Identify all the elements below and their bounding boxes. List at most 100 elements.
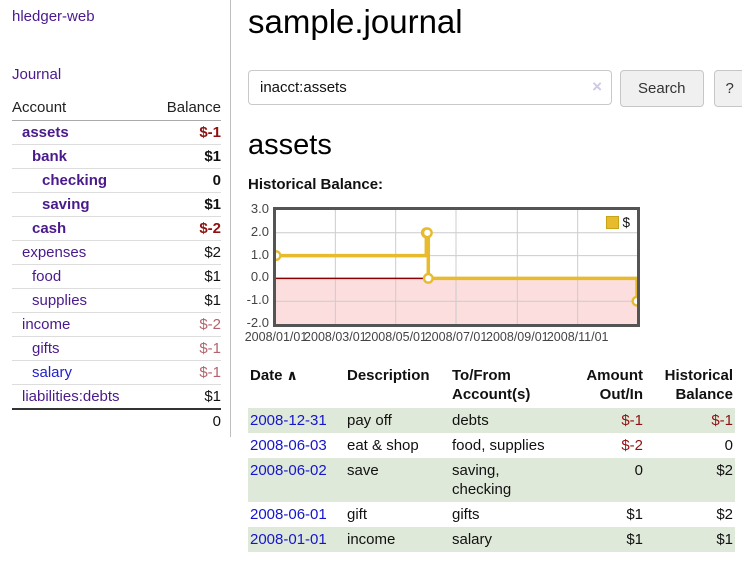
historical-balance-chart: $ 3.0 2.0 1.0 0.0 -1.0 -2.0 2008/01/01 2008/03/… bbox=[244, 201, 742, 350]
sidebar-account-link[interactable]: food bbox=[32, 268, 62, 285]
sidebar-account-link[interactable]: saving bbox=[42, 196, 90, 213]
register-table: Date ∧ Description To/From Account(s) Amo… bbox=[248, 364, 735, 552]
account-row: bank $1 bbox=[12, 144, 221, 169]
accounts-total-value: 0 bbox=[150, 408, 221, 433]
chart-x-tick-label: 2008/03/01 bbox=[304, 330, 367, 344]
sidebar-account-link[interactable]: liabilities:debts bbox=[22, 388, 120, 405]
account-row: cash $-2 bbox=[12, 216, 221, 241]
transaction-date-link[interactable]: 2008-12-31 bbox=[250, 412, 327, 429]
account-row: supplies $1 bbox=[12, 288, 221, 313]
account-row: income $-2 bbox=[12, 312, 221, 337]
accounts-table: Account Balance assets $-1 bank $1 checking 0… bbox=[12, 96, 221, 433]
transaction-date-link[interactable]: 2008-06-02 bbox=[250, 462, 327, 479]
page-title: sample.journal bbox=[248, 3, 463, 40]
register-header-date[interactable]: Date ∧ bbox=[250, 367, 298, 384]
transaction-amount: $1 bbox=[568, 527, 645, 552]
clear-search-icon[interactable]: × bbox=[592, 77, 602, 96]
chart-y-tick-label: -2.0 bbox=[246, 315, 269, 330]
sidebar-account-link[interactable]: bank bbox=[32, 148, 68, 165]
chart-y-tick-label: 3.0 bbox=[250, 201, 269, 216]
account-row: saving $1 bbox=[12, 192, 221, 217]
account-balance: $1 bbox=[150, 384, 221, 410]
sidebar-account-link[interactable]: assets bbox=[22, 124, 69, 141]
chart-y-tick-label: 1.0 bbox=[250, 246, 269, 262]
chart-x-tick-label: 2008/11/01 bbox=[546, 330, 609, 344]
search-button[interactable]: Search bbox=[620, 70, 704, 107]
account-balance: $1 bbox=[150, 264, 221, 289]
account-row: food $1 bbox=[12, 264, 221, 289]
account-balance: 0 bbox=[150, 168, 221, 193]
page: hledger-web Journal Account Balance asse… bbox=[0, 0, 742, 552]
register-row: 2008-06-02 save saving, checking 0 $2 bbox=[248, 458, 735, 502]
account-row: checking 0 bbox=[12, 168, 221, 193]
transaction-description: save bbox=[345, 458, 450, 502]
transaction-balance: 0 bbox=[724, 437, 733, 454]
sort-asc-icon: ∧ bbox=[286, 367, 298, 383]
accounts-header-balance: Balance bbox=[150, 96, 221, 121]
accounts-header-account: Account bbox=[12, 96, 151, 121]
sidebar-account-link[interactable]: income bbox=[22, 316, 71, 333]
register-row: 2008-06-03 eat & shop food, supplies $-2 0 bbox=[248, 433, 735, 458]
account-balance: $2 bbox=[150, 240, 221, 265]
account-row: salary $-1 bbox=[12, 360, 221, 385]
sidebar-account-link[interactable]: gifts bbox=[32, 340, 60, 357]
search-form: × Search ? bbox=[248, 70, 742, 107]
transaction-date-link[interactable]: 2008-06-03 bbox=[250, 437, 327, 454]
sidebar-account-link[interactable]: expenses bbox=[22, 244, 87, 261]
account-row: assets $-1 bbox=[12, 120, 221, 145]
transaction-accounts: debts bbox=[450, 408, 568, 433]
account-row: gifts $-1 bbox=[12, 336, 221, 361]
sidebar-account-link[interactable]: cash bbox=[32, 220, 67, 237]
account-balance: $1 bbox=[150, 144, 221, 169]
account-balance: $-1 bbox=[150, 336, 221, 361]
register-header-balance: Historical Balance bbox=[664, 367, 733, 403]
chart-series bbox=[276, 210, 637, 324]
chart-x-tick-label: 2008/01/01 bbox=[244, 330, 308, 344]
register-row: 2008-06-01 gift gifts $1 $2 bbox=[248, 502, 735, 527]
chart-title: Historical Balance: bbox=[248, 176, 384, 193]
transaction-amount: $-2 bbox=[621, 437, 643, 454]
chart-plot-area: $ bbox=[273, 207, 640, 327]
search-wrap: × bbox=[248, 70, 612, 107]
register-header-accounts: To/From Account(s) bbox=[452, 367, 531, 403]
transaction-accounts: salary bbox=[450, 527, 568, 552]
account-balance: $-2 bbox=[150, 312, 221, 337]
transaction-date-link[interactable]: 2008-06-01 bbox=[250, 506, 327, 523]
chart-x-tick-label: 2008/05/01 bbox=[364, 330, 427, 344]
account-balance: $1 bbox=[150, 288, 221, 313]
main-content: sample.journal × Search ? assets Histori… bbox=[231, 0, 742, 552]
sidebar: hledger-web Journal Account Balance asse… bbox=[0, 0, 231, 437]
sidebar-account-link[interactable]: checking bbox=[42, 172, 108, 189]
chart-legend: $ bbox=[604, 214, 632, 231]
legend-swatch-icon bbox=[606, 216, 620, 229]
chart-y-tick-label: 2.0 bbox=[250, 223, 269, 239]
transaction-accounts: saving, checking bbox=[450, 458, 568, 502]
transaction-amount: 0 bbox=[568, 458, 645, 502]
account-balance: $-1 bbox=[150, 120, 221, 145]
register-header-description: Description bbox=[347, 367, 430, 384]
help-button[interactable]: ? bbox=[713, 70, 742, 107]
app-title[interactable]: hledger-web bbox=[12, 8, 95, 25]
transaction-balance: $1 bbox=[645, 527, 735, 552]
register-row: 2008-01-01 income salary $1 $1 bbox=[248, 527, 735, 552]
sidebar-account-link[interactable]: salary bbox=[32, 364, 73, 381]
transaction-date-link[interactable]: 2008-01-01 bbox=[250, 531, 327, 548]
account-row: expenses $2 bbox=[12, 240, 221, 265]
transaction-balance: $2 bbox=[716, 506, 733, 523]
chart-y-tick-label: 0.0 bbox=[250, 269, 269, 285]
sidebar-account-link[interactable]: supplies bbox=[32, 292, 88, 309]
search-input[interactable] bbox=[248, 70, 612, 105]
transaction-amount: $-1 bbox=[568, 408, 645, 433]
register-header-amount: Amount Out/In bbox=[586, 367, 643, 403]
register-row: 2008-12-31 pay off debts $-1 $-1 bbox=[248, 408, 735, 433]
chart-x-tick-label: 2008/09/01 bbox=[486, 330, 549, 344]
transaction-description: pay off bbox=[345, 408, 450, 433]
account-balance: $-2 bbox=[150, 216, 221, 241]
account-heading: assets bbox=[248, 129, 332, 161]
transaction-balance: $-1 bbox=[645, 408, 735, 433]
accounts-total-row: 0 bbox=[12, 408, 221, 433]
transaction-amount: $1 bbox=[626, 506, 643, 523]
account-row: liabilities:debts $1 bbox=[12, 384, 221, 410]
transaction-accounts: gifts bbox=[452, 506, 480, 523]
nav-journal-link[interactable]: Journal bbox=[12, 66, 62, 83]
